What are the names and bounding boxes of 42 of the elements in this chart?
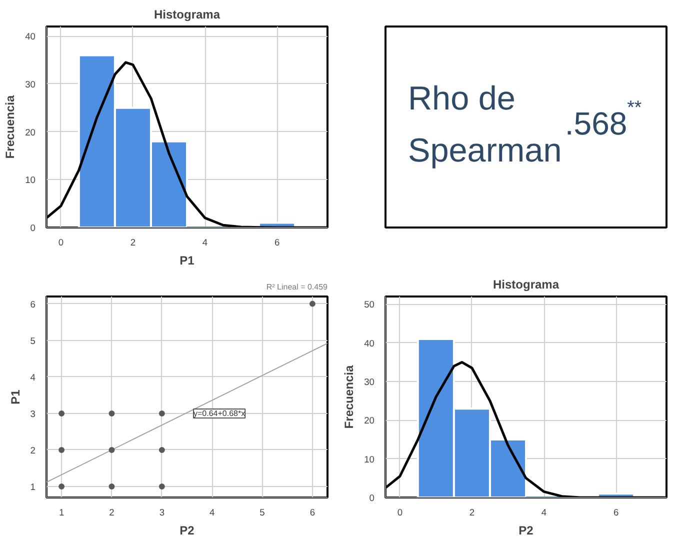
text: .568**: [564, 96, 642, 142]
chart-title: Histograma: [154, 8, 220, 22]
y-tick-label: 40: [25, 32, 36, 42]
y-tick-label: 20: [25, 127, 36, 138]
text: Rho de Spearman: [408, 80, 562, 170]
y-axis-title: Frecuencia: [342, 364, 356, 429]
y-tick-label: 10: [364, 454, 375, 464]
y-tick-label: 20: [364, 416, 375, 426]
x-tick-label: 5: [260, 508, 265, 518]
y-tick-label: 2: [30, 445, 36, 456]
y-tick-label: 4: [30, 372, 36, 382]
x-axis-title: P2: [518, 524, 534, 538]
y-tick-label: 40: [364, 338, 375, 348]
x-tick-label: 0: [58, 238, 64, 248]
x-tick-label: 2: [109, 508, 114, 518]
y-tick-label: 3: [30, 408, 36, 419]
y-tick-label: 1: [30, 482, 36, 492]
x-tick-label: 1: [58, 508, 64, 518]
x-tick-label: 6: [274, 238, 280, 248]
y-tick-label: 5: [30, 336, 36, 346]
x-axis-title: P2: [180, 524, 195, 538]
x-tick-label: 2: [130, 238, 136, 248]
y-tick-label: 0: [30, 223, 36, 233]
y-tick-label: 6: [30, 299, 36, 310]
x-tick-label: 2: [469, 508, 475, 518]
x-tick-label: 3: [159, 508, 165, 518]
x-tick-label: 0: [397, 508, 403, 518]
y-axis-title: P1: [8, 389, 22, 404]
y-tick-label: 50: [364, 300, 375, 310]
x-tick-label: 4: [209, 508, 215, 518]
x-tick-label: 4: [541, 508, 547, 518]
x-axis-title: P1: [180, 254, 195, 268]
x-tick-label: 4: [202, 238, 208, 248]
text: R² Lineal = 0.459: [266, 282, 328, 292]
chart-title: Histograma: [492, 278, 560, 292]
x-tick-label: 6: [310, 508, 316, 518]
x-tick-label: 6: [613, 508, 619, 518]
y-tick-label: 30: [25, 79, 36, 90]
y-tick-label: 0: [369, 493, 375, 503]
y-axis-title: Frecuencia: [3, 94, 18, 159]
y-tick-label: 10: [25, 175, 36, 186]
y-tick-label: 30: [364, 377, 375, 388]
